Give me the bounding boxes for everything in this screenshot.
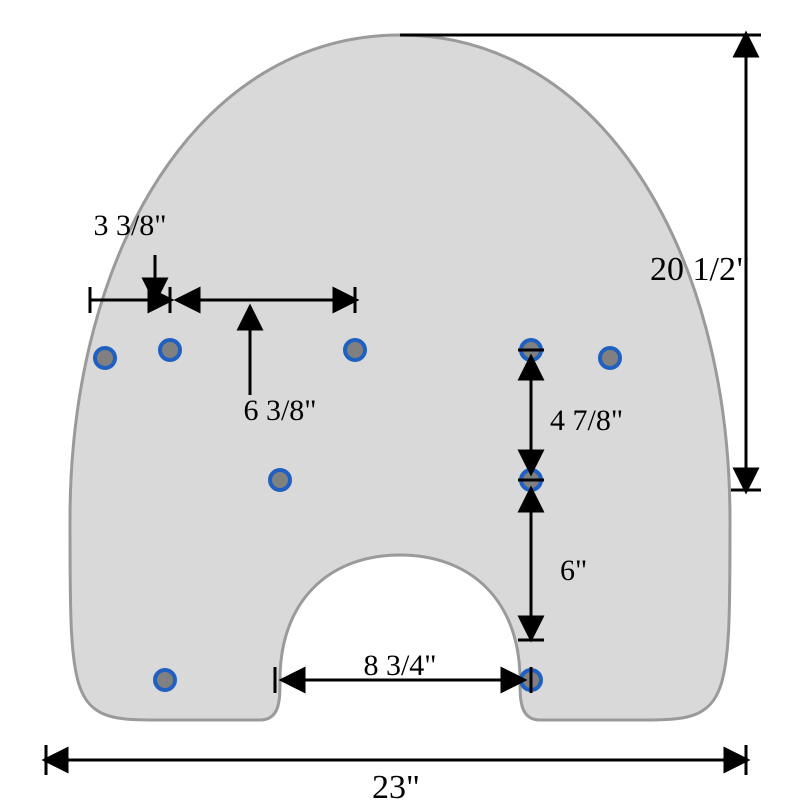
windshield-dimension-diagram: 23" 20 1/2" 3 3/8" 6 3/8" 4 7/8" 6" 8 3/4" [0,0,800,800]
vert-upper-label: 4 7/8" [550,404,623,437]
width-overall-label: 23" [372,769,420,800]
windshield-outline [70,35,730,720]
top-left-spacing-label: 3 3/8" [93,209,166,242]
height-overall-label: 20 1/2" [650,251,750,288]
cutout-width-label: 8 3/4" [363,649,436,682]
vert-lower-label: 6" [560,554,587,587]
top-mid-spacing-label: 6 3/8" [243,394,316,427]
